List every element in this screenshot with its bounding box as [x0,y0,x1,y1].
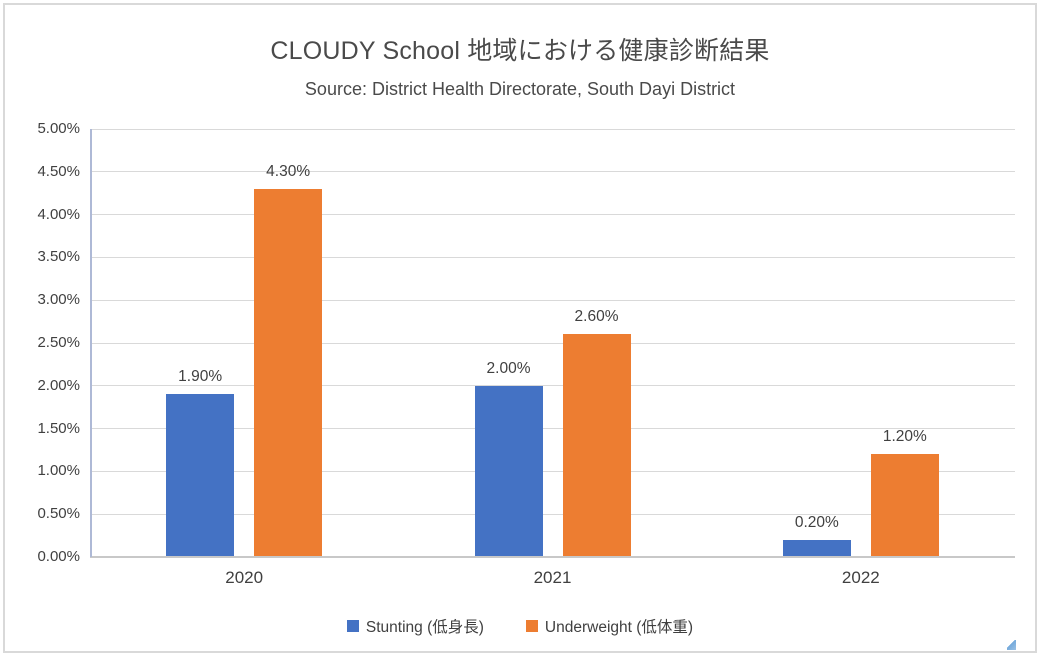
cursor-artifact [1007,640,1016,650]
chart-title: CLOUDY School 地域における健康診断結果 [270,37,770,65]
y-axis-tick-label: 4.00% [37,205,80,223]
bar-value-label: 1.20% [882,428,927,446]
gridline [90,385,1015,387]
x-axis-tick-label: 2022 [841,568,880,587]
legend-swatch-icon [525,620,538,632]
gridline [90,171,1015,173]
x-axis-line [90,556,1015,558]
bar-underweight-2021[interactable] [562,334,631,556]
bar-value-label: 2.00% [486,359,531,377]
bar-value-label: 0.20% [794,513,839,531]
legend-label: Underweight (低体重) [544,619,694,636]
legend: Stunting (低身長) Underweight (低体重) [5,615,1035,637]
y-axis-tick-label: 3.50% [37,248,80,266]
gridline [90,214,1015,216]
gridline [90,342,1015,344]
y-axis-tick-label: 2.50% [37,334,80,351]
y-axis-tick-label: 3.00% [37,291,80,309]
bar-underweight-2020[interactable] [254,188,323,556]
legend-swatch-icon [346,620,359,632]
legend-label: Stunting (低身長) [365,619,484,636]
y-axis-tick-label: 5.00% [37,120,80,137]
legend-item-underweight[interactable]: Underweight (低体重) [525,615,694,637]
y-axis-line [90,129,92,557]
legend-item-stunting[interactable]: Stunting (低身長) [346,615,484,637]
gridline [90,256,1015,258]
y-axis-tick-label: 2.00% [37,376,80,394]
bar-value-label: 2.60% [574,308,619,326]
y-axis-tick-label: 1.00% [37,462,80,480]
bar-stunting-2020[interactable] [166,394,235,556]
x-axis-tick-label: 2020 [225,568,264,587]
gridline [90,513,1015,515]
bar-stunting-2021[interactable] [474,385,543,556]
bar-value-label: 4.30% [266,162,311,180]
chart-frame: CLOUDY School 地域における健康診断結果 Source: Distr… [3,3,1037,653]
y-axis-tick-label: 1.50% [37,419,80,437]
gridline [90,428,1015,430]
gridline [90,128,1015,130]
gridline [90,470,1015,472]
chart-subtitle: Source: District Health Directorate, Sou… [304,79,736,99]
bar-stunting-2022[interactable] [782,539,851,556]
gridline [90,299,1015,301]
bar-underweight-2022[interactable] [870,454,939,556]
y-axis-tick-label: 0.00% [37,548,80,565]
bar-value-label: 1.90% [178,368,223,386]
plot-area: 0.00% 0.50% 1.00% 1.50% 2.00% 2.50% 3.00% 3.50%… [5,5,1035,651]
x-axis-tick-label: 2021 [533,568,572,587]
y-axis-tick-label: 0.50% [37,505,80,523]
y-axis-tick-label: 4.50% [37,162,80,180]
